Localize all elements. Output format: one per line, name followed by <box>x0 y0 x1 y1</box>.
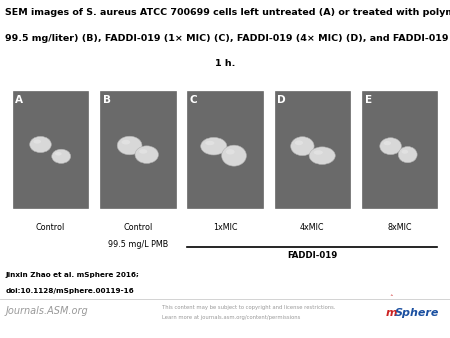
Text: D: D <box>277 95 286 105</box>
Text: FADDI-019: FADDI-019 <box>287 251 338 260</box>
Ellipse shape <box>139 149 147 154</box>
Text: Sphere: Sphere <box>395 308 440 318</box>
Text: Control: Control <box>36 223 65 232</box>
Text: Control: Control <box>123 223 152 232</box>
Ellipse shape <box>309 147 335 165</box>
Ellipse shape <box>221 145 247 166</box>
Ellipse shape <box>117 136 142 155</box>
Ellipse shape <box>30 137 51 153</box>
Ellipse shape <box>122 140 130 144</box>
Ellipse shape <box>205 141 214 145</box>
Text: m: m <box>385 308 397 318</box>
Text: This content may be subject to copyright and license restrictions.: This content may be subject to copyright… <box>162 305 336 310</box>
Text: A: A <box>15 95 23 105</box>
Ellipse shape <box>295 140 303 145</box>
Ellipse shape <box>314 150 323 155</box>
Ellipse shape <box>380 138 401 155</box>
Ellipse shape <box>55 152 62 155</box>
Ellipse shape <box>33 140 41 144</box>
Text: 1xMIC: 1xMIC <box>213 223 237 232</box>
Ellipse shape <box>398 147 417 163</box>
Text: 99.5 mg/liter) (B), FADDI-019 (1× MIC) (C), FADDI-019 (4× MIC) (D), and FADDI-01: 99.5 mg/liter) (B), FADDI-019 (1× MIC) (… <box>5 34 450 43</box>
Text: 4xMIC: 4xMIC <box>300 223 324 232</box>
Text: Journals.ASM.org: Journals.ASM.org <box>5 306 88 316</box>
Text: E: E <box>364 95 372 105</box>
Ellipse shape <box>135 146 158 164</box>
Text: 99.5 mg/L PMB: 99.5 mg/L PMB <box>108 240 168 249</box>
Text: C: C <box>190 95 198 105</box>
Ellipse shape <box>401 150 408 154</box>
Text: SEM images of S. aureus ATCC 700699 cells left untreated (A) or treated with pol: SEM images of S. aureus ATCC 700699 cell… <box>5 8 450 18</box>
Text: Learn more at journals.asm.org/content/permissions: Learn more at journals.asm.org/content/p… <box>162 315 301 320</box>
Ellipse shape <box>201 137 227 155</box>
Ellipse shape <box>226 149 234 154</box>
Ellipse shape <box>291 137 314 155</box>
Ellipse shape <box>52 149 71 164</box>
Text: B: B <box>103 95 111 105</box>
Text: ˆ: ˆ <box>389 295 392 301</box>
Ellipse shape <box>383 141 391 145</box>
Text: doi:10.1128/mSphere.00119-16: doi:10.1128/mSphere.00119-16 <box>5 288 134 294</box>
Text: 8xMIC: 8xMIC <box>387 223 412 232</box>
Text: Jinxin Zhao et al. mSphere 2016;: Jinxin Zhao et al. mSphere 2016; <box>5 272 140 278</box>
Text: 1 h.: 1 h. <box>215 59 235 68</box>
